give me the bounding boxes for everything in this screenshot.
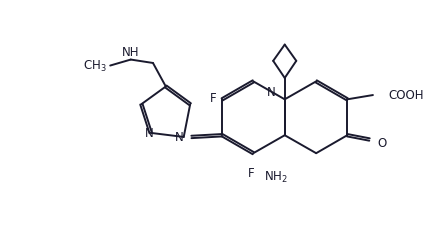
- Text: F: F: [210, 92, 216, 105]
- Text: N: N: [267, 86, 276, 99]
- Text: F: F: [248, 166, 254, 179]
- Text: O: O: [377, 136, 386, 149]
- Text: NH$_2$: NH$_2$: [263, 169, 287, 184]
- Text: N: N: [145, 127, 153, 140]
- Text: COOH: COOH: [388, 88, 424, 101]
- Text: NH: NH: [122, 46, 139, 59]
- Text: N: N: [175, 130, 184, 143]
- Text: CH$_3$: CH$_3$: [83, 59, 107, 74]
